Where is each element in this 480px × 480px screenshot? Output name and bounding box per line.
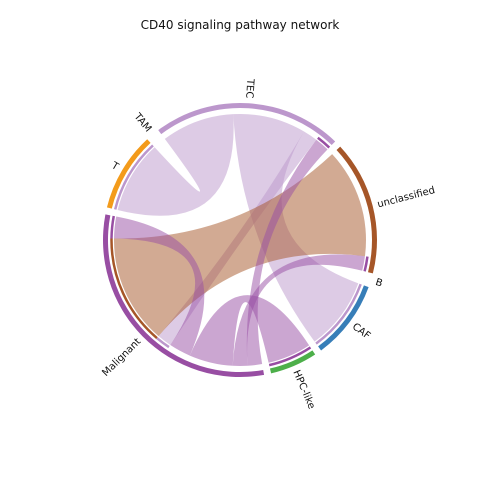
sector-label-hpc-like: HPC-like [290,369,316,411]
sector-label-tam: TAM [131,111,153,135]
sector-arc-b [366,279,371,280]
sector-label-b: B [374,277,384,290]
sector-arc-tam [153,135,156,139]
sector-label-t: T [109,160,121,174]
target-strip-7 [112,216,114,238]
chord-links [112,114,368,366]
sector-label-unclassified: unclassified [376,185,436,210]
sector-label-caf: CAF [350,321,372,342]
sector-label-malignant: Malignant [100,336,143,379]
target-strip-5 [365,257,368,272]
chart-title: CD40 signaling pathway network [141,18,340,32]
sector-label-tec: TEC [243,78,255,99]
